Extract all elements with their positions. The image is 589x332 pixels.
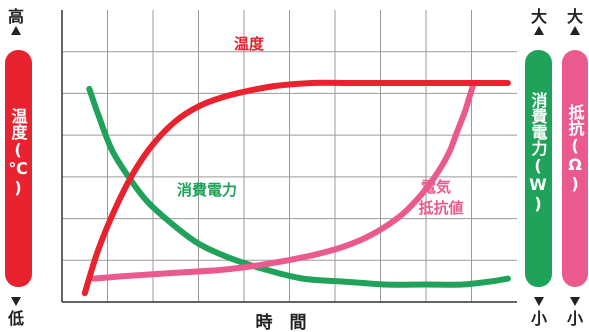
left-axis-label: 温度(℃) — [8, 108, 28, 197]
series-line-resistance — [90, 82, 476, 282]
power-axis-label: 消費電力(W) — [528, 91, 547, 213]
resistance-axis-pill — [562, 50, 588, 287]
right-axis-power: 大 消費電力(W) 小 — [525, 7, 552, 328]
left-axis-top-label: 高 — [8, 7, 24, 26]
up-arrow-icon — [11, 26, 21, 35]
left-axis-pill — [5, 50, 32, 287]
power-axis-pill — [525, 50, 552, 287]
power-axis-top-label: 大 — [531, 7, 547, 26]
up-arrow-icon — [570, 26, 580, 35]
right-axis-resistance: 大 抵抗(Ω) 小 — [562, 7, 588, 328]
series-lines — [81, 79, 511, 297]
series-label-resistance-line2: 抵抗値 — [418, 199, 463, 217]
series-label-resistance-line1: 電気 — [421, 178, 451, 196]
resistance-axis-bottom-label: 小 — [567, 309, 583, 328]
down-arrow-icon — [11, 297, 21, 306]
left-axis-bottom-label: 低 — [7, 309, 24, 328]
series-line-temperature — [81, 79, 511, 297]
power-axis-bottom-label: 小 — [531, 309, 547, 328]
resistance-axis-label: 抵抗(Ω) — [566, 103, 585, 193]
down-arrow-icon — [570, 297, 580, 306]
resistance-axis-top-label: 大 — [567, 7, 583, 26]
down-arrow-icon — [534, 297, 544, 306]
series-label-temperature: 温度 — [234, 35, 265, 53]
up-arrow-icon — [534, 26, 544, 35]
axes — [61, 10, 517, 303]
x-axis-label: 時 間 — [256, 312, 307, 332]
series-label-power: 消費電力 — [177, 181, 237, 199]
left-axis: 高 温度(℃) 低 — [5, 7, 32, 328]
